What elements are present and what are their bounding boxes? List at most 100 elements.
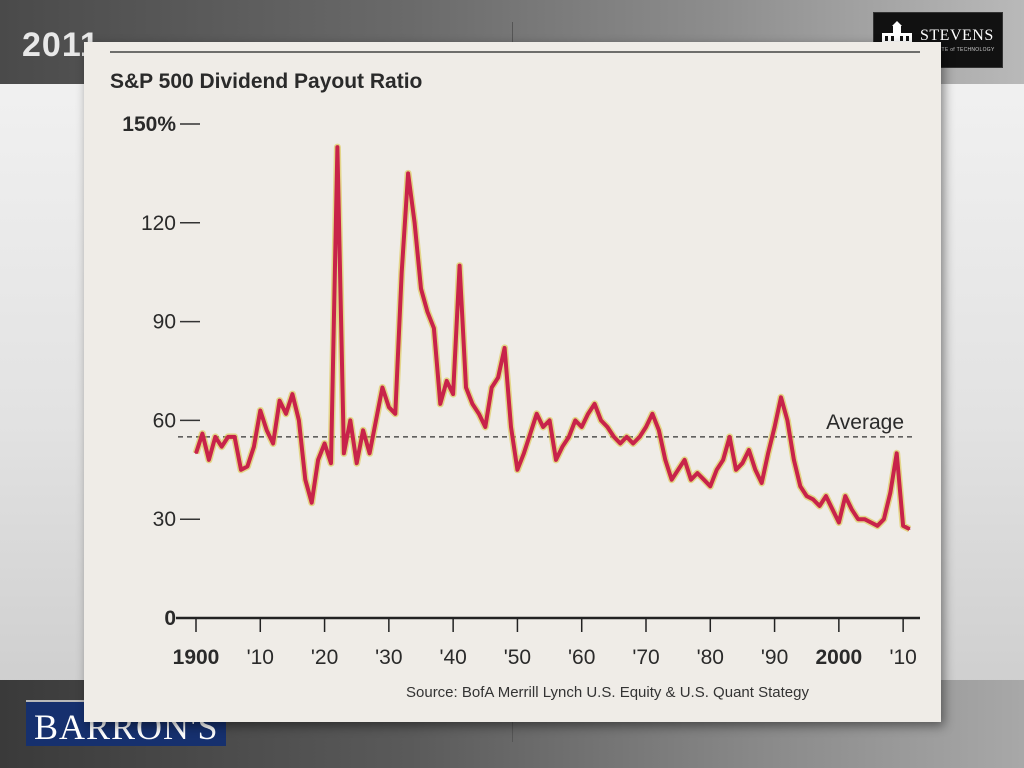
data-point bbox=[696, 472, 699, 474]
series-line bbox=[194, 145, 911, 531]
x-tick-label: '60 bbox=[568, 646, 595, 669]
data-point bbox=[465, 386, 467, 389]
data-point bbox=[253, 445, 255, 448]
data-point bbox=[413, 222, 416, 224]
data-point bbox=[857, 518, 859, 520]
data-point bbox=[625, 436, 628, 438]
data-point bbox=[767, 452, 769, 455]
data-point bbox=[523, 452, 525, 455]
data-point bbox=[703, 478, 705, 481]
x-tick-label: '80 bbox=[697, 646, 724, 669]
data-point bbox=[580, 426, 583, 428]
data-point bbox=[336, 146, 339, 148]
data-point bbox=[265, 429, 268, 432]
data-point bbox=[825, 495, 827, 497]
stevens-logo-name: STEVENS bbox=[920, 27, 994, 44]
data-point bbox=[786, 419, 789, 422]
data-point bbox=[664, 459, 667, 461]
data-point bbox=[850, 508, 853, 511]
data-point bbox=[323, 442, 326, 445]
x-axis: 1900 '10 '20 '30 '40 '50 '60 '70 '80 '90 2000 '10 bbox=[173, 616, 920, 669]
x-tick-label: 1900 bbox=[173, 646, 220, 669]
data-point bbox=[310, 501, 313, 504]
data-point bbox=[420, 287, 422, 290]
data-point bbox=[208, 459, 210, 461]
data-point bbox=[355, 462, 358, 465]
data-point bbox=[317, 459, 319, 461]
data-point bbox=[388, 406, 390, 409]
data-point bbox=[645, 426, 647, 428]
data-point bbox=[613, 436, 615, 438]
data-point bbox=[529, 432, 532, 435]
data-point bbox=[632, 442, 634, 445]
data-point bbox=[773, 426, 776, 428]
data-point bbox=[195, 452, 197, 455]
chart-source: Source: BofA Merrill Lynch U.S. Equity &… bbox=[406, 684, 809, 701]
data-point bbox=[516, 469, 519, 471]
data-point bbox=[426, 310, 429, 313]
data-point bbox=[458, 264, 461, 267]
data-point bbox=[812, 498, 814, 501]
data-point bbox=[670, 478, 673, 481]
data-point bbox=[748, 449, 750, 451]
data-point bbox=[638, 436, 641, 438]
data-point bbox=[555, 459, 557, 461]
data-point bbox=[433, 327, 435, 329]
data-point bbox=[272, 442, 274, 445]
data-point bbox=[349, 419, 352, 422]
data-point bbox=[233, 436, 236, 438]
data-point bbox=[805, 495, 808, 497]
data-point bbox=[870, 521, 872, 524]
data-point bbox=[400, 271, 403, 273]
data-point bbox=[600, 419, 602, 422]
data-point bbox=[574, 419, 577, 422]
data-point bbox=[214, 436, 217, 438]
data-point bbox=[658, 429, 660, 432]
data-point bbox=[227, 436, 229, 438]
data-point bbox=[484, 426, 487, 428]
stevens-logo-subtext: INSTITUTE of TECHNOLOGY bbox=[920, 47, 995, 53]
data-point bbox=[304, 478, 307, 481]
data-point bbox=[471, 403, 474, 405]
data-point bbox=[362, 429, 364, 432]
data-point bbox=[651, 413, 654, 415]
data-point bbox=[895, 452, 898, 455]
data-point bbox=[863, 518, 866, 520]
data-point bbox=[452, 393, 454, 395]
data-point bbox=[741, 462, 744, 465]
x-tick-label: '10 bbox=[889, 646, 916, 669]
data-point bbox=[478, 413, 480, 415]
data-point bbox=[838, 521, 840, 524]
data-point bbox=[291, 393, 294, 395]
data-point bbox=[799, 485, 802, 488]
data-point bbox=[375, 419, 377, 422]
y-axis: 150% 120 90 60 30 0 bbox=[122, 113, 200, 630]
data-point bbox=[844, 495, 847, 497]
data-point bbox=[343, 452, 345, 455]
data-point bbox=[754, 469, 757, 471]
data-point bbox=[715, 469, 718, 471]
data-point bbox=[902, 524, 904, 527]
data-point bbox=[240, 469, 242, 471]
data-point bbox=[246, 465, 249, 468]
payout-ratio-chart: 150% 120 90 60 30 0 1900 '10 '20 '30 '40 '50 '60 '70… bbox=[110, 51, 920, 669]
data-point bbox=[709, 485, 712, 488]
data-point bbox=[201, 432, 204, 435]
data-point bbox=[889, 492, 892, 494]
data-point bbox=[535, 413, 538, 415]
data-point bbox=[760, 482, 763, 484]
data-point bbox=[381, 386, 384, 389]
data-point bbox=[568, 436, 570, 438]
data-point bbox=[735, 469, 737, 471]
x-tick-label: '50 bbox=[504, 646, 531, 669]
data-point bbox=[259, 409, 262, 412]
data-point bbox=[497, 376, 499, 379]
data-point bbox=[285, 413, 287, 415]
series-group bbox=[192, 143, 912, 533]
data-point bbox=[831, 508, 834, 511]
data-point bbox=[490, 386, 493, 389]
data-point bbox=[445, 380, 448, 382]
y-tick-label: 60 bbox=[153, 409, 176, 432]
y-tick-label: 90 bbox=[153, 311, 176, 334]
x-tick-label: '10 bbox=[247, 646, 274, 669]
